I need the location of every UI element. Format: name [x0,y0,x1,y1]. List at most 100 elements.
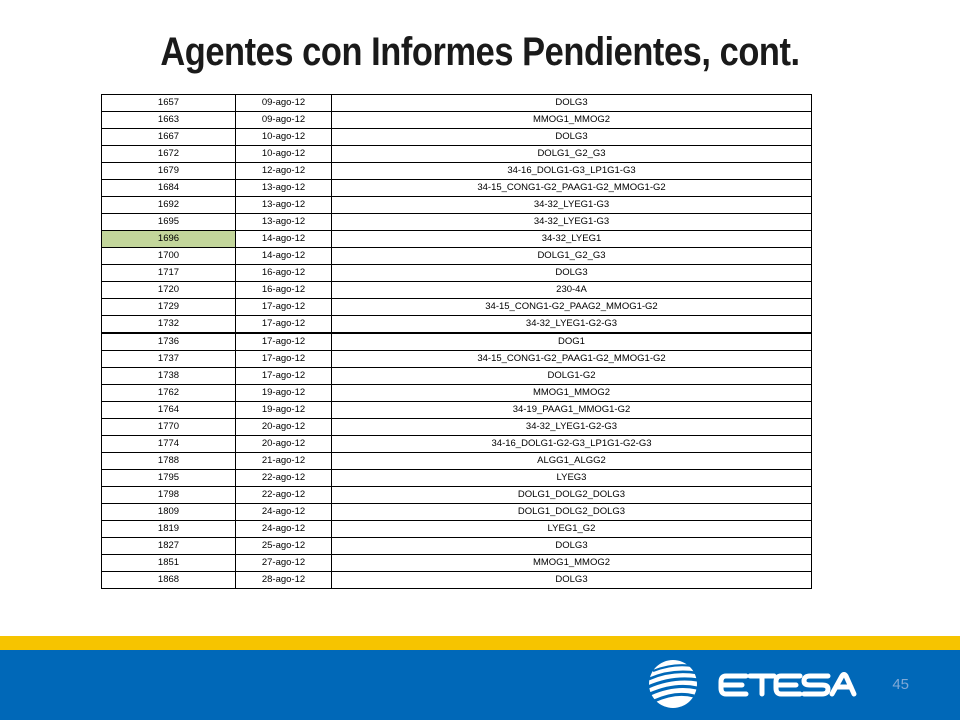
table-row: 1667 10-ago-12 DOLG3 [101,128,812,146]
agent-id-cell: 1692 [101,196,236,214]
agent-id-cell: 1774 [101,435,236,453]
code-cell: 34-32_LYEG1-G2-G3 [331,418,812,436]
table-row: 1809 24-ago-12 DOLG1_DOLG2_DOLG3 [101,503,812,521]
code-cell: ALGG1_ALGG2 [331,452,812,470]
agent-id-cell: 1684 [101,179,236,197]
date-cell: 28-ago-12 [235,571,332,589]
table-row: 1720 16-ago-12 230-4A [101,281,812,299]
table-row: 1672 10-ago-12 DOLG1_G2_G3 [101,145,812,163]
agent-id-cell: 1809 [101,503,236,521]
slide-title: Agentes con Informes Pendientes, cont. [160,30,800,74]
code-cell: 34-15_CONG1-G2_PAAG2_MMOG1-G2 [331,298,812,316]
table-row: 1762 19-ago-12 MMOG1_MMOG2 [101,384,812,402]
date-cell: 19-ago-12 [235,401,332,419]
page-number: 45 [892,676,909,693]
footer-blue-band [0,650,960,720]
date-cell: 17-ago-12 [235,350,332,368]
code-cell: 34-32_LYEG1-G3 [331,213,812,231]
agent-id-cell: 1700 [101,247,236,265]
date-cell: 20-ago-12 [235,435,332,453]
table-row: 1851 27-ago-12 MMOG1_MMOG2 [101,554,812,572]
code-cell: DOLG1-G2 [331,367,812,385]
table-row: 1788 21-ago-12 ALGG1_ALGG2 [101,452,812,470]
table-row: 1770 20-ago-12 34-32_LYEG1-G2-G3 [101,418,812,436]
date-cell: 16-ago-12 [235,281,332,299]
code-cell: 34-16_DOLG1-G2-G3_LP1G1-G2-G3 [331,435,812,453]
agent-id-cell: 1738 [101,367,236,385]
date-cell: 22-ago-12 [235,486,332,504]
date-cell: 20-ago-12 [235,418,332,436]
date-cell: 13-ago-12 [235,213,332,231]
code-cell: DOLG3 [331,128,812,146]
code-cell: DOLG1_G2_G3 [331,247,812,265]
globe-icon [647,660,699,708]
footer-yellow-band [0,636,960,650]
agent-id-cell: 1672 [101,145,236,163]
date-cell: 10-ago-12 [235,145,332,163]
table-row: 1657 09-ago-12 DOLG3 [101,94,812,112]
date-cell: 25-ago-12 [235,537,332,555]
date-cell: 10-ago-12 [235,128,332,146]
code-cell: MMOG1_MMOG2 [331,111,812,129]
date-cell: 09-ago-12 [235,111,332,129]
date-cell: 17-ago-12 [235,298,332,316]
date-cell: 14-ago-12 [235,230,332,248]
agent-id-cell: 1795 [101,469,236,487]
agent-id-cell: 1663 [101,111,236,129]
table-row: 1684 13-ago-12 34-15_CONG1-G2_PAAG1-G2_MMO… [101,179,812,197]
date-cell: 09-ago-12 [235,94,332,112]
table-row: 1737 17-ago-12 34-15_CONG1-G2_PAAG1-G2_MMO… [101,350,812,368]
code-cell: DOLG3 [331,94,812,112]
date-cell: 12-ago-12 [235,162,332,180]
code-cell: DOLG3 [331,571,812,589]
table-row: 1868 28-ago-12 DOLG3 [101,571,812,589]
agent-id-cell: 1729 [101,298,236,316]
agent-id-cell: 1657 [101,94,236,112]
table-row: 1663 09-ago-12 MMOG1_MMOG2 [101,111,812,129]
code-cell: DOLG1_G2_G3 [331,145,812,163]
table-row: 1696 14-ago-12 34-32_LYEG1 [101,230,812,248]
date-cell: 13-ago-12 [235,196,332,214]
agent-id-cell: 1788 [101,452,236,470]
date-cell: 14-ago-12 [235,247,332,265]
table-row: 1798 22-ago-12 DOLG1_DOLG2_DOLG3 [101,486,812,504]
date-cell: 27-ago-12 [235,554,332,572]
agent-id-cell: 1737 [101,350,236,368]
agent-id-cell: 1798 [101,486,236,504]
code-cell: 34-15_CONG1-G2_PAAG1-G2_MMOG1-G2 [331,350,812,368]
date-cell: 13-ago-12 [235,179,332,197]
agents-table: 1657 09-ago-12 DOLG3 1663 09-ago-12 MMOG1_MMO… [101,94,812,589]
agent-id-cell: 1827 [101,537,236,555]
date-cell: 21-ago-12 [235,452,332,470]
table-row: 1764 19-ago-12 34-19_PAAG1_MMOG1-G2 [101,401,812,419]
code-cell: LYEG3 [331,469,812,487]
date-cell: 16-ago-12 [235,264,332,282]
agent-id-cell: 1667 [101,128,236,146]
date-cell: 17-ago-12 [235,315,332,334]
code-cell: 34-32_LYEG1-G2-G3 [331,315,812,334]
table-row: 1717 16-ago-12 DOLG3 [101,264,812,282]
table-row: 1736 17-ago-12 DOG1 [101,332,812,351]
code-cell: 34-16_DOLG1-G3_LP1G1-G3 [331,162,812,180]
code-cell: MMOG1_MMOG2 [331,384,812,402]
table-row: 1729 17-ago-12 34-15_CONG1-G2_PAAG2_MMOG1-… [101,298,812,316]
date-cell: 24-ago-12 [235,520,332,538]
code-cell: DOG1 [331,332,812,351]
agent-id-cell: 1736 [101,332,236,351]
agent-id-cell: 1868 [101,571,236,589]
code-cell: DOLG3 [331,537,812,555]
agent-id-cell: 1851 [101,554,236,572]
code-cell: DOLG1_DOLG2_DOLG3 [331,503,812,521]
agent-id-cell: 1695 [101,213,236,231]
table-row: 1827 25-ago-12 DOLG3 [101,537,812,555]
agent-id-cell: 1717 [101,264,236,282]
table-row: 1692 13-ago-12 34-32_LYEG1-G3 [101,196,812,214]
agent-id-cell: 1764 [101,401,236,419]
date-cell: 17-ago-12 [235,332,332,351]
code-cell: DOLG1_DOLG2_DOLG3 [331,486,812,504]
code-cell: 34-32_LYEG1-G3 [331,196,812,214]
agent-id-cell: 1762 [101,384,236,402]
table-row: 1774 20-ago-12 34-16_DOLG1-G2-G3_LP1G1-G2-… [101,435,812,453]
table-row: 1795 22-ago-12 LYEG3 [101,469,812,487]
table-row: 1819 24-ago-12 LYEG1_G2 [101,520,812,538]
